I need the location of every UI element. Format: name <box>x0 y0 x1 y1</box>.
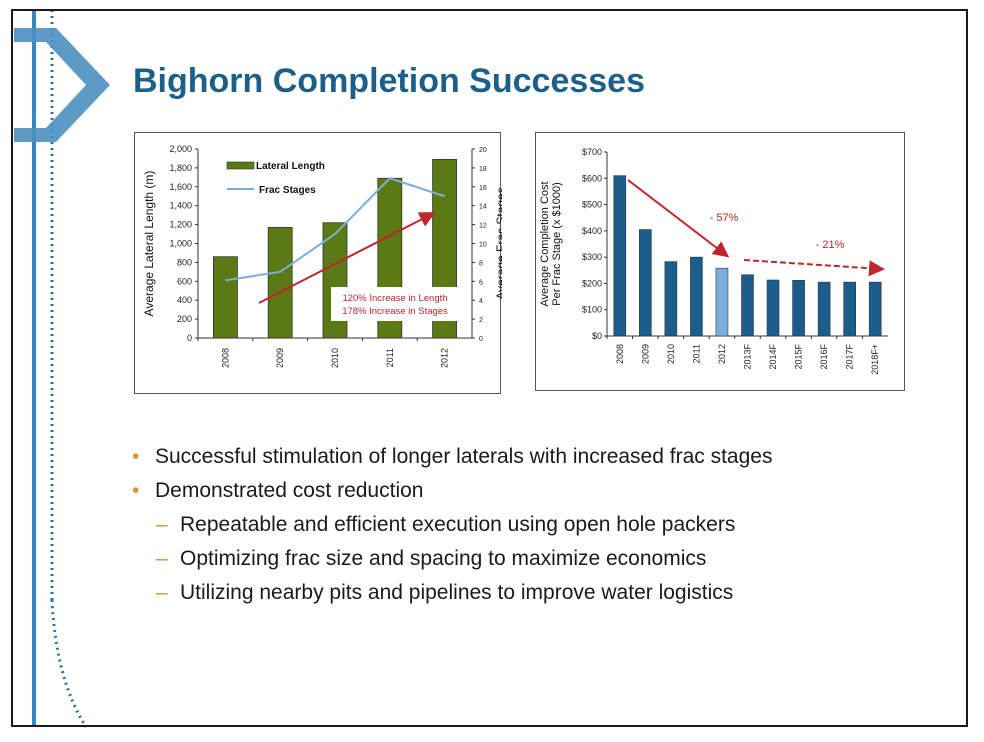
completion-cost-chart: $0 $100 $200 $300 $400 $500 $600 $700 2008 2009 20… <box>535 132 905 391</box>
sub-bullet-item: – Optimizing frac size and spacing to ma… <box>130 542 950 576</box>
y-axis-title-line-2: Per Frac Stage (x $1000) <box>551 182 563 306</box>
y-tick-label: 200 <box>177 314 192 324</box>
lateral-length-bar <box>213 256 238 339</box>
y-tick-label: $700 <box>582 147 602 157</box>
y-tick-label: $100 <box>582 305 602 315</box>
annotation-length: 120% Increase in Length <box>342 293 447 304</box>
bullet-list: • Successful stimulation of longer later… <box>130 440 950 610</box>
annotation-57: - 57% <box>710 212 739 224</box>
x-tick-label: 2014F <box>768 344 778 370</box>
x-tick-label: 2017F <box>845 344 855 370</box>
x-tick-label: 2018F+ <box>870 344 880 375</box>
completion-cost-bar <box>639 229 652 337</box>
completion-cost-bar <box>792 279 805 337</box>
completion-cost-chart-svg: $0 $100 $200 $300 $400 $500 $600 $700 2008 2009 20… <box>539 147 888 375</box>
decline-arrow-21 <box>743 259 885 277</box>
x-tick-label: 2012 <box>717 344 727 364</box>
y-tick-label: 1,000 <box>169 239 192 249</box>
y-tick-label: $0 <box>592 331 602 341</box>
sub-bullet-marker: – <box>156 581 168 604</box>
x-tick-label: 2008 <box>220 348 230 368</box>
lateral-length-chart-svg: 02004006008001,0001,2001,4001,6001,8002,… <box>142 144 502 368</box>
y-tick-label: 600 <box>177 276 192 286</box>
sub-bullet-marker: – <box>156 513 168 536</box>
y-tick-label: 1,600 <box>169 182 192 192</box>
y2-tick-label: 10 <box>479 242 487 249</box>
bullet-item: • Demonstrated cost reduction <box>130 474 950 508</box>
frac-stages-line <box>225 177 445 282</box>
y-axis-title: Average Lateral Length (m) <box>142 171 156 317</box>
y-tick-label: 1,400 <box>169 201 192 211</box>
lateral-length-bar <box>267 227 293 339</box>
completion-cost-bar <box>741 274 754 337</box>
sub-bullet-item: – Utilizing nearby pits and pipelines to… <box>130 576 950 610</box>
x-tick-label: 2010 <box>666 344 676 364</box>
completion-cost-bar <box>843 281 856 337</box>
x-tick-label: 2009 <box>275 348 285 368</box>
completion-cost-bar <box>817 281 831 337</box>
legend-label-frac-stages: Frac Stages <box>259 185 316 196</box>
y2-tick-label: 18 <box>479 166 487 173</box>
y-axis-title-line-1: Average Completion Cost <box>539 181 551 306</box>
y2-tick-label: 12 <box>479 223 487 230</box>
y-tick-label: $500 <box>582 200 602 210</box>
annotation-21: - 21% <box>816 239 845 251</box>
annotation-stages: 178% Increase in Stages <box>342 306 448 317</box>
y2-tick-label: 8 <box>479 260 483 267</box>
completion-cost-bar <box>613 175 627 337</box>
sub-bullet-marker: – <box>156 547 168 570</box>
trend-arrow <box>258 212 436 304</box>
legend-label-lateral-length: Lateral Length <box>256 161 325 172</box>
completion-cost-bar <box>690 256 703 337</box>
lateral-length-chart: 0 200 400 600 800 1,000 1,200 1,400 1,600 1,800 2,… <box>134 132 502 394</box>
y2-tick-label: 16 <box>479 185 487 192</box>
x-tick-label: 2011 <box>385 348 395 367</box>
bullet-item: • Successful stimulation of longer later… <box>130 440 950 474</box>
x-tick-label: 2016F <box>819 344 829 370</box>
bullet-marker: • <box>132 479 140 502</box>
y-tick-label: 2,000 <box>169 144 192 154</box>
y-tick-label: $400 <box>582 226 602 236</box>
y2-tick-label: 0 <box>479 336 483 343</box>
bullet-marker: • <box>132 445 140 468</box>
y-tick-label: $200 <box>582 278 602 288</box>
y-tick-label: $300 <box>582 252 602 262</box>
y-tick-label: 1,800 <box>169 163 192 173</box>
y2-tick-label: 6 <box>479 279 483 286</box>
x-tick-label: 2009 <box>640 344 650 364</box>
sub-bullet-item: – Repeatable and efficient execution usi… <box>130 508 950 542</box>
sub-bullet-text: Optimizing frac size and spacing to maxi… <box>180 547 707 570</box>
decline-arrow-57 <box>627 179 730 258</box>
bullet-text: Demonstrated cost reduction <box>155 479 424 502</box>
slide-frame <box>11 9 968 727</box>
x-tick-label: 2008 <box>615 344 625 364</box>
y2-tick-label: 20 <box>479 147 487 154</box>
x-tick-label: 2012 <box>440 348 450 368</box>
sub-bullet-text: Utilizing nearby pits and pipelines to i… <box>180 581 734 604</box>
x-tick-label: 2013F <box>743 344 753 370</box>
bullet-text: Successful stimulation of longer lateral… <box>155 445 773 468</box>
y-tick-label: 800 <box>177 257 192 267</box>
y-tick-label: $600 <box>582 173 602 183</box>
sub-bullet-text: Repeatable and efficient execution using… <box>180 513 736 536</box>
x-tick-label: 2011 <box>691 344 701 363</box>
y-tick-label: 400 <box>177 295 192 305</box>
y2-tick-label: 2 <box>479 317 483 324</box>
completion-cost-bar <box>664 261 678 337</box>
legend-swatch-lateral-length <box>226 161 255 170</box>
annotation-box <box>331 287 459 321</box>
completion-cost-bar <box>715 267 729 337</box>
completion-cost-bar <box>766 279 780 337</box>
x-tick-label: 2010 <box>330 348 340 368</box>
y2-axis-title: Average Frac Stages <box>494 187 502 300</box>
y2-tick-label: 4 <box>479 298 483 305</box>
y2-tick-label: 14 <box>479 204 487 211</box>
y-tick-label: 0 <box>187 333 192 343</box>
completion-cost-bar <box>868 281 882 337</box>
y-tick-label: 1,200 <box>169 220 192 230</box>
slide-title: Bighorn Completion Successes <box>133 62 645 100</box>
x-tick-label: 2015F <box>794 344 804 370</box>
